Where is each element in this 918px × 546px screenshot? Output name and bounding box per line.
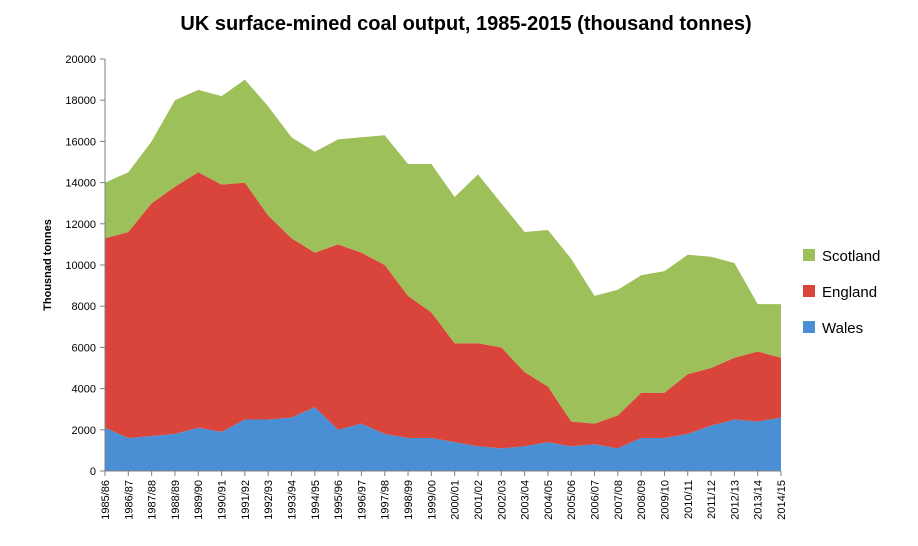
y-tick-label: 16000	[65, 136, 96, 148]
y-tick-label: 2000	[72, 425, 96, 437]
y-tick-label: 0	[90, 466, 96, 478]
areas-layer	[105, 79, 781, 471]
y-tick-label: 18000	[65, 95, 96, 107]
legend-swatch-wales	[803, 321, 815, 333]
legend-swatch-scotland	[803, 249, 815, 261]
legend: Scotland England Wales	[803, 248, 880, 337]
x-tick-label: 1998/99	[403, 480, 415, 520]
x-tick-label: 2003/04	[520, 480, 532, 520]
y-tick-label: 10000	[65, 260, 96, 272]
legend-label-wales: Wales	[822, 320, 863, 337]
y-axis-label: Thousnad tonnes	[42, 219, 54, 311]
x-tick-label: 1987/88	[147, 480, 159, 520]
x-tick-label: 2011/12	[706, 480, 718, 519]
x-tick-label: 2004/05	[543, 480, 555, 520]
legend-label-scotland: Scotland	[822, 248, 880, 265]
chart-title: UK surface-mined coal output, 1985-2015 …	[180, 13, 751, 35]
x-tick-label: 2009/10	[659, 480, 671, 520]
x-tick-label: 1999/00	[426, 480, 438, 520]
x-tick-label: 2001/02	[473, 480, 485, 520]
x-tick-label: 1992/93	[263, 480, 275, 520]
axes-layer: 0 2000 4000 6000 8000 10000 12000 14000 16000 180…	[65, 54, 788, 520]
y-tick-label: 14000	[65, 178, 96, 190]
x-tick-label: 2006/07	[590, 480, 602, 520]
x-tick-label: 1985/86	[100, 480, 112, 520]
x-tick-label: 2008/09	[636, 480, 648, 520]
y-tick-label: 4000	[72, 384, 96, 396]
legend-label-england: England	[822, 284, 877, 301]
x-tick-label: 1997/98	[380, 480, 392, 520]
x-tick-label: 1989/90	[193, 480, 205, 520]
x-tick-label: 1993/94	[286, 480, 298, 520]
x-tick-label: 1991/92	[240, 480, 252, 520]
y-tick-label: 12000	[65, 219, 96, 231]
x-tick-label: 2005/06	[566, 480, 578, 520]
area-england	[105, 172, 781, 449]
y-tick-label: 8000	[72, 301, 96, 313]
x-tick-label: 2002/03	[496, 480, 508, 520]
x-tick-label: 1996/97	[356, 480, 368, 520]
x-tick-label: 2000/01	[450, 480, 462, 520]
x-tick-label: 1995/96	[333, 480, 345, 520]
x-tick-label: 2010/11	[683, 480, 695, 519]
x-tick-label: 2007/08	[613, 480, 625, 520]
legend-swatch-england	[803, 285, 815, 297]
x-tick-label: 2012/13	[729, 480, 741, 520]
y-tick-label: 20000	[65, 54, 96, 66]
x-tick-label: 1990/91	[217, 480, 229, 520]
x-tick-label: 2014/15	[776, 480, 788, 520]
y-tick-label: 6000	[72, 342, 96, 354]
area-scotland	[105, 79, 781, 424]
x-tick-label: 1988/89	[170, 480, 182, 520]
x-tick-label: 1986/87	[123, 480, 135, 520]
x-tick-label: 1994/95	[310, 480, 322, 520]
x-tick-label: 2013/14	[753, 480, 765, 520]
area-wales	[105, 407, 781, 471]
